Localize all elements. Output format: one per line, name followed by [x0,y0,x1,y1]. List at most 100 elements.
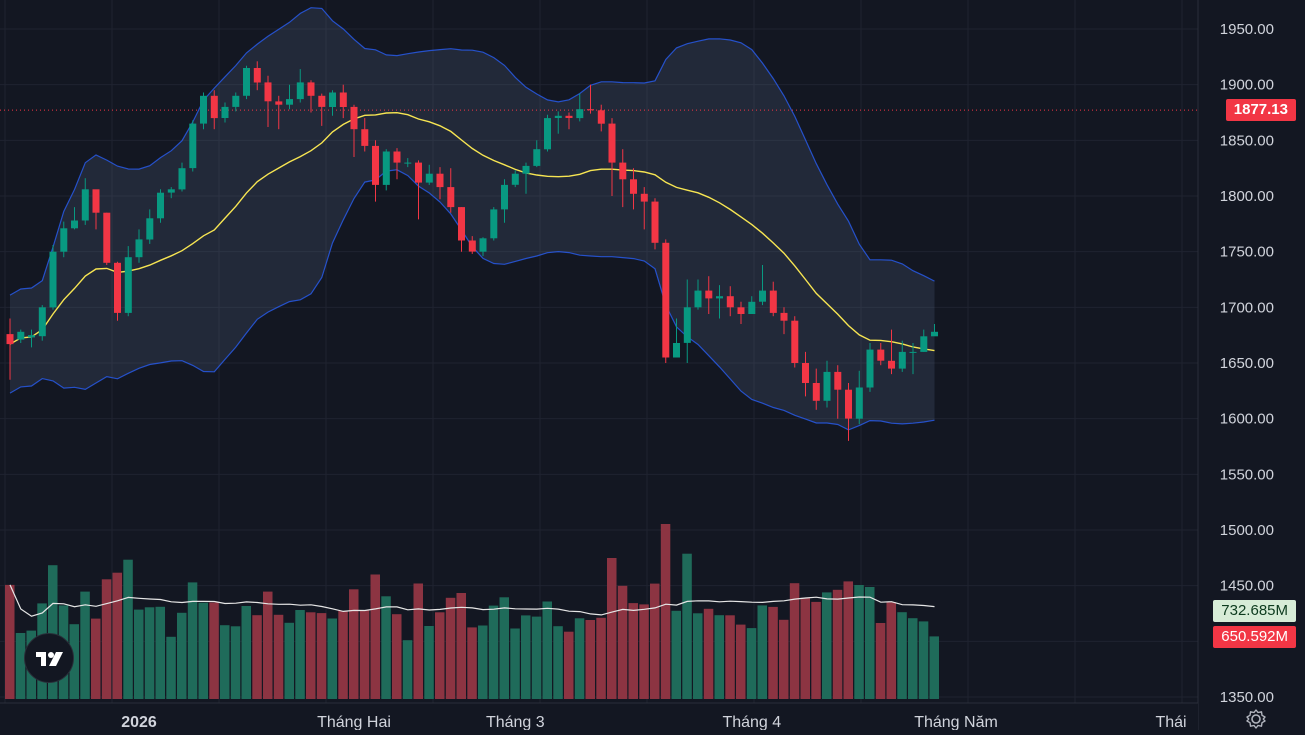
candle[interactable] [640,187,648,230]
candle[interactable] [694,279,702,310]
candle[interactable] [683,279,691,364]
candle[interactable] [135,229,143,263]
candle[interactable] [673,318,680,358]
candle[interactable] [587,84,594,114]
candle[interactable] [845,383,852,441]
candle[interactable] [522,162,530,194]
candle[interactable] [49,245,57,310]
candle[interactable] [769,281,777,317]
candle[interactable] [339,84,347,119]
candle[interactable] [479,237,487,257]
settings-gear-icon[interactable] [1245,708,1267,730]
candle[interactable] [511,170,519,188]
candle[interactable] [71,207,78,230]
candle[interactable] [167,187,175,199]
candle[interactable] [264,75,272,127]
candle[interactable] [415,160,422,220]
candle[interactable] [157,189,164,223]
candle[interactable] [436,167,444,200]
candle[interactable] [447,168,455,213]
candle[interactable] [759,265,766,306]
candle[interactable] [909,343,917,375]
candle[interactable] [404,158,412,168]
candle[interactable] [458,207,465,252]
candle[interactable] [608,118,616,196]
candle[interactable] [200,92,207,130]
tradingview-logo[interactable] [24,633,74,683]
candle[interactable] [619,149,627,208]
candle[interactable] [114,261,121,321]
candle[interactable] [318,93,326,126]
candle[interactable] [146,209,154,244]
candle[interactable] [124,246,132,317]
candle[interactable] [898,340,906,372]
candle[interactable] [651,198,659,250]
candle[interactable] [468,236,476,254]
candle[interactable] [630,168,637,210]
candle[interactable] [393,148,401,180]
volume-bar [478,625,488,699]
candle[interactable] [597,104,605,132]
candle[interactable] [705,276,713,314]
candle[interactable] [232,92,240,112]
candle[interactable] [576,93,584,122]
volume-bar [660,524,671,699]
candle[interactable] [253,61,261,91]
candle[interactable] [189,120,197,172]
candle[interactable] [823,360,831,408]
price-axis-tick: 1900.00 [1220,77,1274,94]
candle[interactable] [38,305,46,341]
volume-bar [370,574,380,699]
candle[interactable] [812,368,820,410]
candle[interactable] [221,102,229,123]
candle[interactable] [931,324,938,337]
time-axis-label: Tháng 4 [722,714,781,730]
candle[interactable] [372,140,379,202]
candle[interactable] [103,212,111,265]
candle[interactable] [554,111,562,134]
candle[interactable] [877,343,885,366]
candle[interactable] [382,149,390,191]
candle[interactable] [791,316,799,368]
candle[interactable] [716,285,723,319]
candle[interactable] [60,221,68,258]
candle[interactable] [296,69,304,103]
candle[interactable] [544,114,551,152]
candle[interactable] [737,301,745,324]
candle[interactable] [6,318,14,380]
candle[interactable] [888,329,895,375]
candle[interactable] [17,329,25,343]
candle[interactable] [802,351,809,397]
time-axis[interactable]: 2026 Tháng Hai Tháng 3 Tháng 4 Tháng Năm Thái [121,714,1186,730]
candle[interactable] [243,65,250,100]
candle[interactable] [920,329,928,352]
candle[interactable] [834,365,842,419]
candle[interactable] [178,162,186,192]
candle[interactable] [275,95,283,130]
candle[interactable] [210,90,218,130]
candle[interactable] [533,140,541,168]
candle[interactable] [780,307,788,335]
volume-bar [886,602,896,699]
price-axis-tick: 1750.00 [1220,244,1274,261]
candle[interactable] [662,239,670,363]
volume-bar [510,628,520,699]
candle[interactable] [425,164,433,185]
candle[interactable] [866,343,874,392]
candle[interactable] [565,112,573,130]
candle[interactable] [501,179,508,223]
time-axis-panel[interactable] [0,703,1198,730]
candle[interactable] [286,84,293,110]
candle[interactable] [361,118,369,152]
candle[interactable] [855,370,863,425]
candle[interactable] [81,178,89,225]
candle[interactable] [748,296,756,314]
candle[interactable] [28,329,35,348]
candle[interactable] [329,90,336,116]
candle[interactable] [350,104,358,157]
candle[interactable] [490,207,498,241]
candle[interactable] [307,80,315,113]
candle[interactable] [726,286,734,317]
candle[interactable] [92,189,100,230]
